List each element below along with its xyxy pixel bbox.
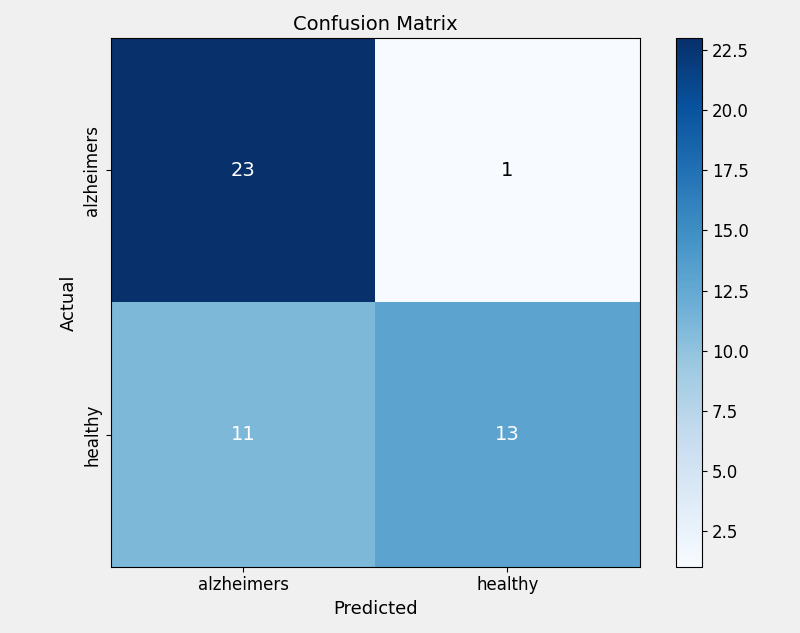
- Text: 23: 23: [231, 161, 256, 180]
- Text: 13: 13: [495, 425, 520, 444]
- Text: 1: 1: [502, 161, 514, 180]
- Title: Confusion Matrix: Confusion Matrix: [293, 15, 458, 34]
- X-axis label: Predicted: Predicted: [333, 600, 418, 618]
- Text: 11: 11: [231, 425, 256, 444]
- Y-axis label: Actual: Actual: [60, 274, 78, 331]
